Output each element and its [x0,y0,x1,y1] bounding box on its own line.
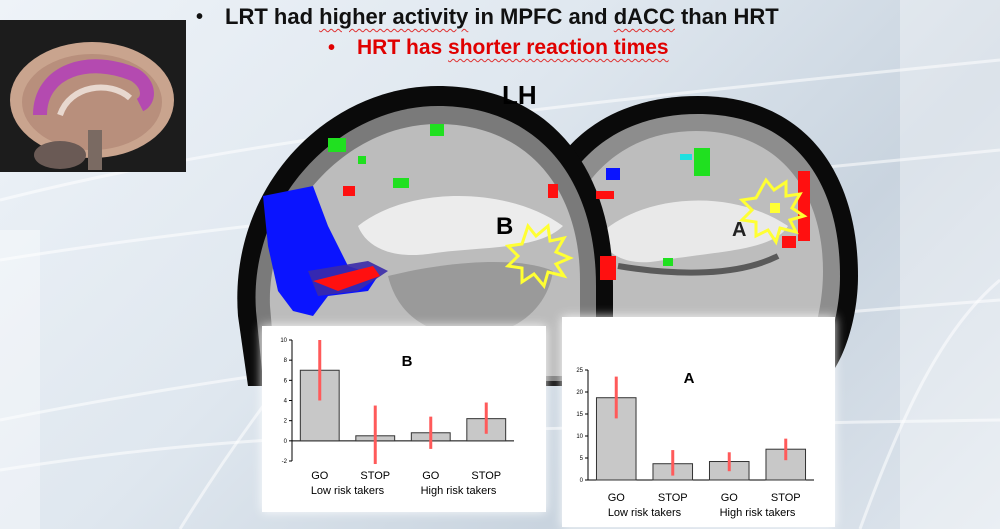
y-tick-label: 4 [284,399,288,405]
brain-slice-left [237,86,614,386]
y-tick-label: 25 [576,368,583,374]
activation-regions [263,124,810,316]
x-tick-label: STOP [771,492,801,504]
region-a-outline [738,177,808,246]
chart-a-title: A [684,370,695,387]
y-tick-label: 5 [580,456,584,462]
group-label: Low risk takers [608,507,682,519]
region-a-label: A [732,219,746,241]
y-tick-label: 20 [576,390,583,396]
x-tick-label: STOP [360,470,390,482]
brain-scan-image: B A [237,86,858,386]
group-label: High risk takers [421,485,497,497]
y-tick-label: 15 [576,412,583,418]
x-tick-label: GO [721,492,739,504]
group-label: Low risk takers [311,485,385,497]
chart-a: 25 20 15 10 5 0 GO STOP GO STOP Low risk takers H… [576,368,814,519]
y-tick-label: 10 [280,338,287,344]
bullet-2-emphasis: shorter reaction times [448,36,669,59]
y-tick-label: 0 [580,478,584,484]
y-tick-label: 10 [576,434,583,440]
chart-b-title: B [402,353,413,370]
region-b-outline [504,222,574,290]
y-tick-label: -2 [282,459,288,465]
bullet-dot: • [328,36,336,59]
y-tick-label: 0 [284,439,288,445]
bullet-point-2: • HRT has shorter reaction times [328,36,669,60]
x-tick-label: GO [422,470,440,482]
y-tick-label: 2 [284,419,288,425]
y-tick-label: 8 [284,358,288,364]
chart-b: 10 8 6 4 2 0 -2 GO STOP GO STOP Low risk takers Hi… [280,338,514,497]
brain-thumbnail-drawing [0,20,186,172]
hemisphere-label: LH [502,80,537,110]
y-tick-label: 6 [284,378,288,384]
x-tick-label: GO [311,470,329,482]
x-tick-label: STOP [471,470,501,482]
chart-b-panel: 10 8 6 4 2 0 -2 GO STOP GO STOP Low risk takers Hi… [262,326,546,512]
x-tick-label: GO [608,492,626,504]
bullet-1-emphasis-2: dACC [613,4,675,29]
chart-a-panel: 25 20 15 10 5 0 GO STOP GO STOP Low risk takers H… [562,317,835,527]
x-tick-label: STOP [658,492,688,504]
bullet-2-text: HRT has shorter reaction times [357,36,669,59]
bullet-point-1: • LRT had higher activity in MPFC and dA… [196,4,779,30]
brain-thumbnail-image [0,20,186,172]
bullet-1-emphasis-1: higher activity [319,4,469,29]
bullet-dot: • [196,5,204,28]
group-label: High risk takers [720,507,796,519]
bullet-1-text: LRT had higher activity in MPFC and dACC… [225,4,779,29]
region-b-label: B [496,213,513,240]
